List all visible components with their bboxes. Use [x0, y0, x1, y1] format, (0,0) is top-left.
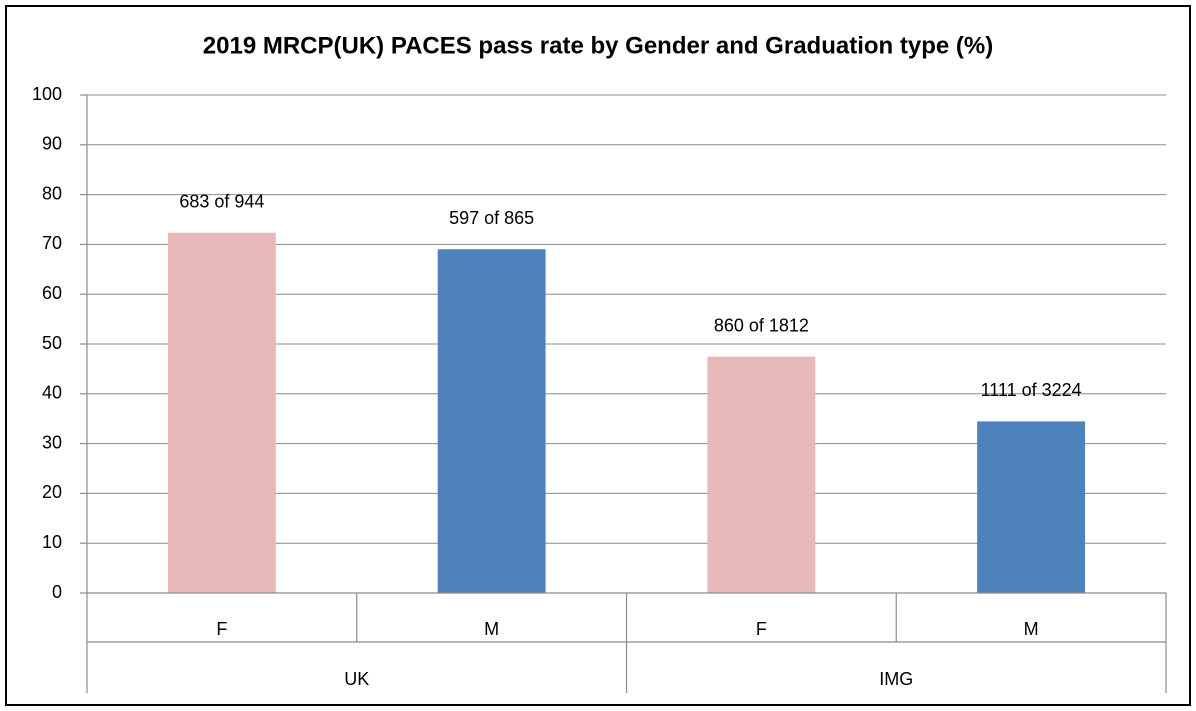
x-tick-label: F — [756, 619, 767, 639]
y-tick-label: 80 — [42, 183, 62, 203]
x-tick-label: M — [1024, 619, 1039, 639]
chart-title: 2019 MRCP(UK) PACES pass rate by Gender … — [203, 32, 993, 59]
bar — [707, 356, 816, 593]
y-tick-label: 0 — [52, 582, 62, 602]
y-tick-label: 60 — [42, 283, 62, 303]
data-label: 860 of 1812 — [714, 315, 809, 335]
y-tick-label: 40 — [42, 383, 62, 403]
bar — [437, 249, 546, 593]
y-tick-label: 50 — [42, 333, 62, 353]
group-label: IMG — [879, 669, 913, 689]
data-label: 1111 of 3224 — [981, 380, 1082, 400]
y-tick-label: 100 — [32, 84, 62, 104]
data-label: 597 of 865 — [449, 208, 534, 228]
x-tick-label: F — [216, 619, 227, 639]
y-tick-label: 70 — [42, 233, 62, 253]
group-label: UK — [344, 669, 369, 689]
y-tick-label: 30 — [42, 432, 62, 452]
y-tick-label: 20 — [42, 482, 62, 502]
bar — [167, 232, 276, 593]
bar — [977, 421, 1086, 593]
y-tick-label: 10 — [42, 532, 62, 552]
y-tick-label: 90 — [42, 134, 62, 154]
x-tick-label: M — [484, 619, 499, 639]
data-label: 683 of 944 — [179, 191, 264, 211]
